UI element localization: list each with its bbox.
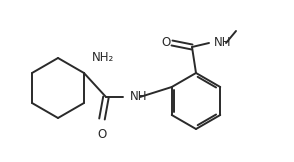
Text: O: O <box>161 36 171 50</box>
Text: NH: NH <box>130 91 148 104</box>
Text: O: O <box>97 128 107 141</box>
Text: NH: NH <box>214 36 231 50</box>
Text: NH₂: NH₂ <box>92 51 114 64</box>
